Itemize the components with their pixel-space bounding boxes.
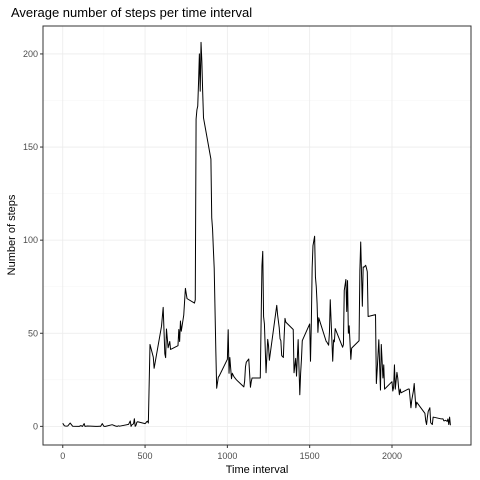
x-tick-label: 0 xyxy=(60,451,65,461)
chart-title: Average number of steps per time interva… xyxy=(11,5,253,20)
plot-panel-border xyxy=(42,25,472,446)
x-axis-title: Time interval xyxy=(226,464,289,476)
y-tick-label: 200 xyxy=(23,49,38,59)
y-tick-label: 100 xyxy=(23,235,38,245)
minor-gridlines xyxy=(43,26,471,445)
steps-series-line xyxy=(62,41,451,427)
y-tick-label: 0 xyxy=(33,421,38,431)
x-tick-label: 2000 xyxy=(382,451,402,461)
x-tick-label: 1000 xyxy=(217,451,237,461)
y-tick-label: 150 xyxy=(23,142,38,152)
y-axis-title: Number of steps xyxy=(6,194,18,275)
major-gridlines xyxy=(43,26,471,445)
x-tick-label: 1500 xyxy=(300,451,320,461)
x-tick-label: 500 xyxy=(138,451,153,461)
y-tick-label: 50 xyxy=(28,328,38,338)
y-axis-ticks: 0 50 100 150 200 xyxy=(23,49,43,431)
plot-panel-background xyxy=(43,26,471,445)
x-axis-ticks: 0 500 1000 1500 2000 xyxy=(60,445,402,461)
